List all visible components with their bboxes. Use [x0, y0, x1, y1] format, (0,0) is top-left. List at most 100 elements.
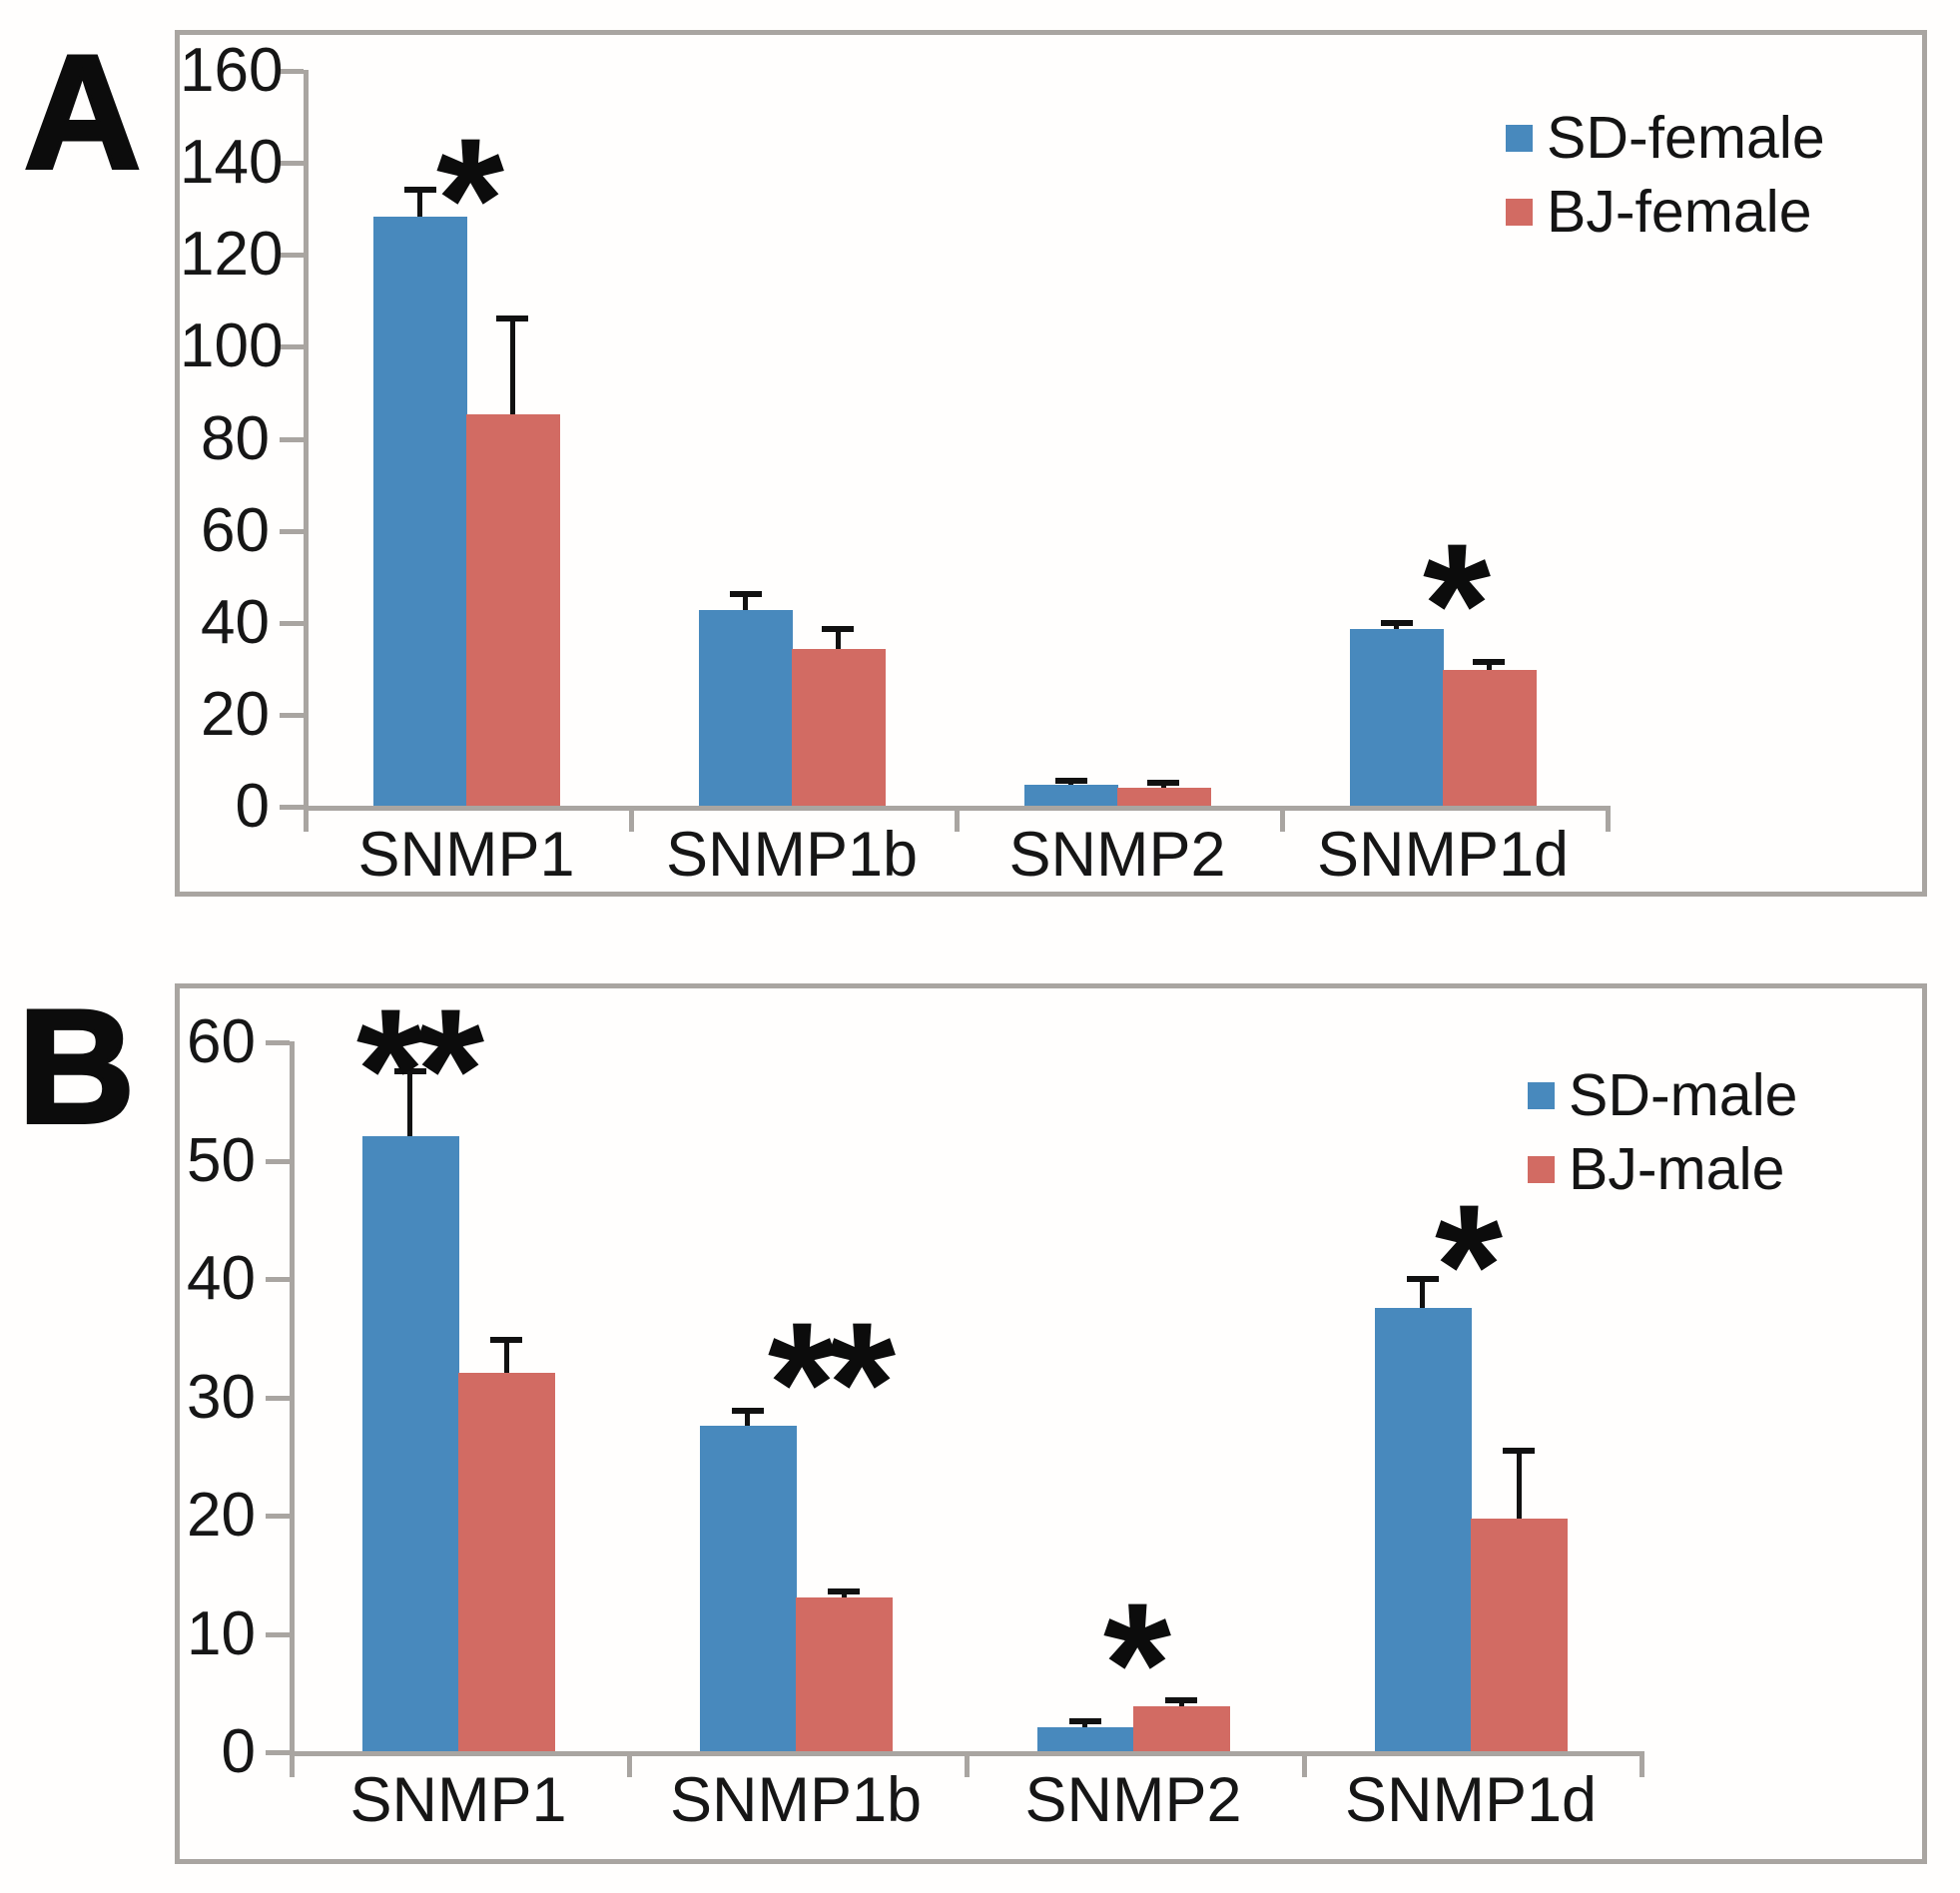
x-tick [629, 806, 634, 832]
significance-asterisk-snmp1d: * [1434, 1168, 1503, 1364]
x-category-label: SNMP1d [1316, 820, 1570, 890]
legend-item-sd-female: SD-female [1506, 101, 1825, 175]
y-tick-label: 20 [201, 679, 270, 749]
legend-label: BJ-male [1569, 1136, 1785, 1202]
bar-sd-male-snmp1b [699, 1426, 797, 1751]
error-bar-cap [1165, 1697, 1198, 1704]
error-bar-cap [490, 1336, 523, 1343]
y-tick-label: 0 [235, 772, 270, 841]
bar-bj-female-snmp1d [1443, 670, 1537, 806]
y-tick [266, 1158, 290, 1164]
y-tick [266, 1040, 290, 1045]
error-bar-cap [1503, 1448, 1536, 1454]
y-tick-label: 60 [187, 1007, 256, 1076]
bar-bj-female-snmp1 [466, 414, 560, 806]
x-axis-end-tick [1639, 1751, 1644, 1777]
x-category-label: SNMP2 [1008, 820, 1226, 890]
y-tick [280, 344, 304, 350]
y-tick-label: 80 [201, 403, 270, 473]
y-tick [280, 528, 304, 534]
y-tick-label: 50 [187, 1125, 256, 1195]
y-tick [266, 1631, 290, 1637]
y-tick-label: 60 [201, 495, 270, 565]
y-tick-label: 40 [201, 587, 270, 657]
y-tick [280, 436, 304, 442]
error-bar-cap [393, 1067, 426, 1074]
x-category-label: SNMP1b [669, 1765, 923, 1835]
x-tick [290, 1751, 295, 1777]
y-tick-label: 100 [180, 312, 284, 381]
y-tick [266, 1514, 290, 1519]
legend-item-bj-male: BJ-male [1528, 1132, 1798, 1206]
chart-panel-b: 0 10 20 30 40 50 60 SNMP1 SNMP1b SNMP2 SNMP1d ** ** *… [175, 983, 1927, 1864]
bar-sd-female-snmp1 [373, 217, 467, 806]
bar-sd-male-snmp1d [1374, 1307, 1472, 1751]
error-bar-cap [822, 625, 855, 632]
x-axis-end-tick [1606, 806, 1611, 832]
x-category-label: SNMP1d [1344, 1765, 1598, 1835]
error-bar-stem [509, 317, 515, 415]
bar-bj-female-snmp1b [792, 649, 886, 806]
bar-bj-male-snmp1 [458, 1372, 556, 1751]
y-tick [280, 69, 304, 74]
x-tick [955, 806, 960, 832]
legend-label: SD-female [1547, 105, 1825, 171]
legend-color-swatch [1528, 1155, 1555, 1183]
error-bar-cap [1406, 1276, 1439, 1283]
y-tick-label: 20 [187, 1481, 256, 1550]
y-tick [266, 1277, 290, 1282]
bar-sd-female-snmp2 [1024, 785, 1118, 806]
error-bar-cap [1473, 658, 1506, 665]
error-bar-cap [1068, 1718, 1101, 1725]
error-bar-cap [496, 315, 529, 321]
legend-color-swatch [1506, 198, 1533, 226]
legend: SD-female BJ-female [1506, 101, 1825, 249]
error-bar-stem [417, 189, 423, 218]
bar-bj-male-snmp1d [1471, 1518, 1569, 1751]
error-bar-cap [828, 1588, 861, 1595]
error-bar-cap [403, 186, 436, 193]
bar-sd-female-snmp1d [1350, 628, 1444, 806]
y-axis-line [304, 70, 309, 811]
bar-sd-male-snmp1 [361, 1135, 459, 1751]
y-tick [280, 805, 304, 810]
y-tick-label: 120 [180, 220, 284, 290]
legend-item-bj-female: BJ-female [1506, 175, 1825, 249]
significance-asterisk-snmp1: ** [355, 973, 484, 1168]
x-category-label: SNMP2 [1024, 1765, 1242, 1835]
error-bar-cap [1147, 779, 1180, 786]
legend-label: SD-male [1569, 1062, 1798, 1128]
error-bar-stem [743, 594, 749, 611]
bar-sd-female-snmp1b [699, 610, 793, 806]
y-tick-label: 160 [180, 36, 284, 105]
error-bar-stem [1420, 1279, 1426, 1308]
legend-color-swatch [1528, 1081, 1555, 1109]
y-tick-label: 10 [187, 1598, 256, 1668]
error-bar-stem [1486, 661, 1492, 671]
y-tick [280, 620, 304, 626]
x-tick [1302, 1751, 1307, 1777]
bar-sd-male-snmp2 [1036, 1727, 1134, 1751]
y-tick-label: 0 [221, 1717, 256, 1786]
bar-bj-male-snmp2 [1133, 1705, 1231, 1751]
y-tick [266, 1395, 290, 1401]
legend-label: BJ-female [1547, 179, 1812, 245]
x-tick [304, 806, 309, 832]
panel-label-b: B [16, 976, 137, 1157]
x-tick [1280, 806, 1285, 832]
error-bar-cap [731, 1407, 764, 1414]
bar-bj-male-snmp1b [796, 1596, 894, 1751]
y-tick [280, 253, 304, 259]
x-tick [965, 1751, 970, 1777]
panel-label-a: A [22, 22, 143, 203]
legend-item-sd-male: SD-male [1528, 1058, 1798, 1132]
y-tick [266, 1750, 290, 1755]
y-tick [280, 161, 304, 167]
error-bar-cap [729, 591, 762, 598]
significance-asterisk-snmp2: * [1102, 1567, 1171, 1762]
y-tick-label: 40 [187, 1244, 256, 1313]
error-bar-stem [1516, 1451, 1522, 1519]
chart-panel-a: 0 20 40 60 80 100 120 140 160 SNMP1 SNMP1b SNMP2 SNM… [175, 30, 1927, 897]
y-axis-line [290, 1041, 295, 1756]
